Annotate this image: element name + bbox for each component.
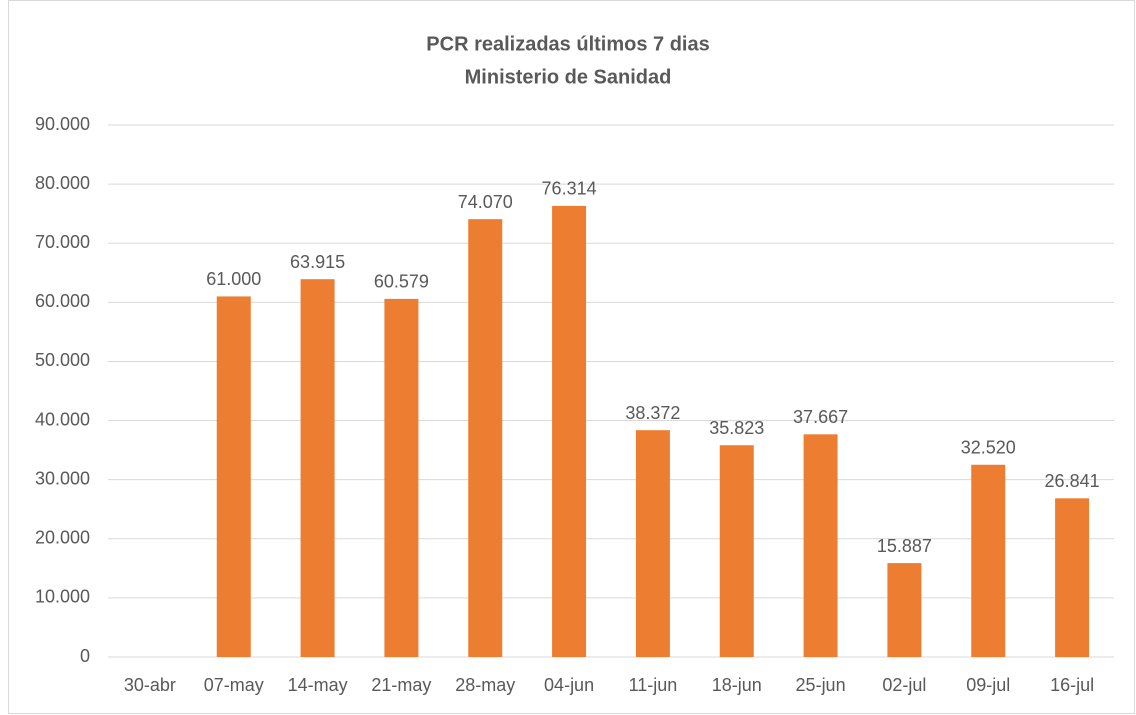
data-label: 38.372 [625,403,680,423]
bar [552,205,587,657]
data-label: 61.000 [206,269,261,289]
x-tick-label: 02-jul [882,675,926,695]
bar [887,563,922,657]
y-tick-label: 70.000 [35,232,90,252]
data-label: 37.667 [793,407,848,427]
x-tick-label: 09-jul [966,675,1010,695]
x-tick-label: 07-may [204,675,264,695]
y-tick-label: 80.000 [35,173,90,193]
x-tick-label: 30-abr [124,675,176,695]
x-tick-label: 25-jun [796,675,846,695]
data-label: 60.579 [374,272,429,292]
bar [635,430,670,657]
bar [1055,498,1090,657]
data-label: 15.887 [877,536,932,556]
y-tick-label: 50.000 [35,350,90,370]
bar [216,296,251,657]
bar [300,279,335,657]
x-tick-label: 16-jul [1050,675,1094,695]
x-tick-label: 18-jun [712,675,762,695]
y-tick-label: 60.000 [35,291,90,311]
bar [971,464,1006,657]
data-label: 74.070 [458,192,513,212]
y-tick-label: 30.000 [35,468,90,488]
chart-title: PCR realizadas últimos 7 dias [426,33,709,55]
data-label: 32.520 [961,438,1016,458]
y-tick-label: 10.000 [35,587,90,607]
bar [384,298,419,657]
x-tick-label: 21-may [371,675,431,695]
data-label: 26.841 [1045,471,1100,491]
y-tick-label: 40.000 [35,409,90,429]
x-tick-label: 04-jun [544,675,594,695]
data-label: 35.823 [709,418,764,438]
x-tick-label: 28-may [455,675,515,695]
data-label: 76.314 [542,179,597,199]
data-label: 63.915 [290,252,345,272]
y-tick-label: 90.000 [35,114,90,134]
x-tick-label: 14-may [288,675,348,695]
y-tick-label: 0 [80,646,90,666]
bar [468,219,503,657]
bar [719,445,754,657]
chart-subtitle: Ministerio de Sanidad [465,66,672,88]
y-tick-label: 20.000 [35,528,90,548]
bar [803,434,838,657]
x-tick-label: 11-jun [629,675,678,695]
